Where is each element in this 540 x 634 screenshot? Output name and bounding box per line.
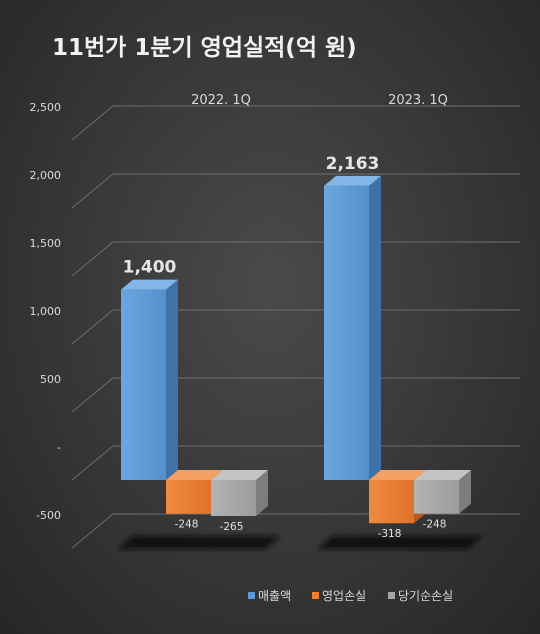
data-label: 2,163 <box>326 154 380 174</box>
legend: 매출액 영업손실 당기순손실 <box>248 589 453 603</box>
y-tick-label: 1,500 <box>30 237 62 250</box>
chart-title: 11번가 1분기 영업실적(억 원) <box>52 35 357 61</box>
bar-shadow <box>118 536 280 549</box>
data-label: 1,400 <box>123 258 177 278</box>
bar-shadow <box>318 536 482 549</box>
y-axis-ticks: 2,500 2,000 1,500 1,000 500 - -500 <box>30 101 62 522</box>
legend-swatch <box>388 592 395 599</box>
floor-shadows <box>118 536 482 549</box>
category-label: 2022. 1Q <box>191 93 251 108</box>
category-labels: 2022. 1Q 2023. 1Q <box>191 93 448 108</box>
bar-side <box>459 470 471 514</box>
legend-label: 당기순손실 <box>398 589 453 603</box>
data-labels: 1,400 -248 -265 2,163 -318 -248 <box>123 154 447 540</box>
data-label: -318 <box>378 528 402 540</box>
gridline <box>71 105 520 141</box>
gridlines <box>71 105 520 549</box>
legend-label: 매출액 <box>258 589 291 603</box>
y-tick-label: 2,000 <box>30 169 62 182</box>
legend-swatch <box>248 592 255 599</box>
y-tick-label: - <box>57 441 61 454</box>
y-tick-label: 2,500 <box>30 101 62 114</box>
bar-top <box>211 470 268 480</box>
bar-매출액 <box>121 289 166 480</box>
data-label: -265 <box>220 521 244 533</box>
bar-top <box>121 279 178 290</box>
data-label: -248 <box>175 519 199 531</box>
bar-영업손실 <box>369 480 414 524</box>
bar-top <box>166 470 223 480</box>
bar-당기순손실 <box>414 480 459 514</box>
bar-매출액 <box>324 185 369 480</box>
y-tick-label: -500 <box>36 509 61 522</box>
bar-side <box>256 470 268 517</box>
gridline <box>71 173 520 209</box>
gridline <box>71 241 520 277</box>
bar-side <box>166 279 178 480</box>
gridline <box>71 445 520 481</box>
bar-top <box>414 470 471 480</box>
bar-side <box>369 175 381 480</box>
bar-top <box>324 175 381 186</box>
category-label: 2023. 1Q <box>388 93 448 108</box>
bar-top <box>369 470 426 480</box>
y-tick-label: 1,000 <box>30 305 62 318</box>
bars <box>121 175 471 524</box>
y-tick-label: 500 <box>40 373 61 386</box>
gridline <box>71 377 520 413</box>
bar-영업손실 <box>166 480 211 514</box>
data-label: -248 <box>423 519 447 531</box>
legend-swatch <box>312 592 319 599</box>
gridline <box>71 309 520 345</box>
legend-label: 영업손실 <box>322 589 366 603</box>
bar-당기순손실 <box>211 480 256 517</box>
